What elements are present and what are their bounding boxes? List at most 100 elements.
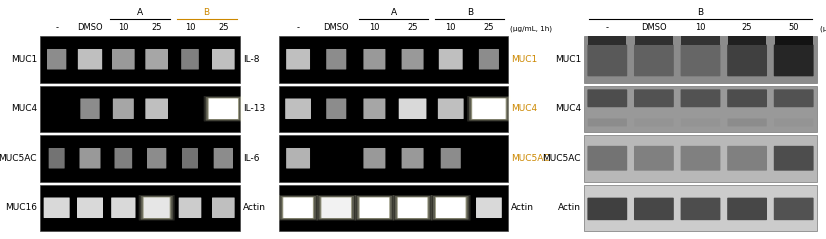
Text: MUC1: MUC1 bbox=[555, 55, 581, 64]
Text: 10: 10 bbox=[695, 23, 705, 32]
FancyBboxPatch shape bbox=[774, 119, 814, 126]
Text: 25: 25 bbox=[407, 23, 418, 32]
Bar bbox=[279, 86, 508, 132]
FancyBboxPatch shape bbox=[115, 148, 132, 168]
Bar bbox=[775, 36, 813, 45]
FancyBboxPatch shape bbox=[396, 197, 429, 218]
Text: -: - bbox=[297, 23, 300, 32]
FancyBboxPatch shape bbox=[398, 197, 427, 218]
Bar bbox=[40, 185, 240, 231]
FancyBboxPatch shape bbox=[278, 195, 318, 221]
FancyBboxPatch shape bbox=[587, 44, 627, 76]
Text: 10: 10 bbox=[369, 23, 380, 32]
Text: (μg/mL, 1h): (μg/mL, 1h) bbox=[510, 26, 552, 32]
FancyBboxPatch shape bbox=[774, 146, 814, 171]
FancyBboxPatch shape bbox=[326, 49, 346, 70]
FancyBboxPatch shape bbox=[681, 146, 720, 171]
Text: -: - bbox=[55, 23, 58, 32]
Text: Actin: Actin bbox=[243, 203, 266, 212]
FancyBboxPatch shape bbox=[181, 49, 199, 70]
FancyBboxPatch shape bbox=[144, 197, 169, 218]
Text: MUC1: MUC1 bbox=[11, 55, 37, 64]
Bar bbox=[40, 135, 240, 181]
FancyBboxPatch shape bbox=[44, 197, 69, 218]
Bar bbox=[588, 36, 626, 45]
FancyBboxPatch shape bbox=[316, 195, 356, 221]
FancyBboxPatch shape bbox=[727, 146, 767, 171]
FancyBboxPatch shape bbox=[587, 146, 627, 171]
Text: MUC1: MUC1 bbox=[511, 55, 537, 64]
Text: 10: 10 bbox=[185, 23, 195, 32]
FancyBboxPatch shape bbox=[469, 97, 509, 120]
FancyBboxPatch shape bbox=[212, 49, 235, 70]
Text: A: A bbox=[391, 8, 396, 17]
FancyBboxPatch shape bbox=[326, 98, 346, 119]
FancyBboxPatch shape bbox=[587, 119, 627, 126]
Text: 25: 25 bbox=[151, 23, 162, 32]
Text: IL-8: IL-8 bbox=[243, 55, 259, 64]
FancyBboxPatch shape bbox=[774, 44, 814, 76]
FancyBboxPatch shape bbox=[395, 196, 430, 219]
FancyBboxPatch shape bbox=[681, 198, 720, 220]
Text: A: A bbox=[137, 8, 143, 17]
FancyBboxPatch shape bbox=[401, 148, 424, 168]
FancyBboxPatch shape bbox=[77, 197, 103, 218]
Text: IL-6: IL-6 bbox=[243, 154, 259, 163]
FancyBboxPatch shape bbox=[112, 197, 135, 218]
Bar bbox=[40, 36, 240, 82]
FancyBboxPatch shape bbox=[78, 49, 102, 70]
FancyBboxPatch shape bbox=[113, 98, 134, 119]
FancyBboxPatch shape bbox=[47, 49, 66, 70]
Bar bbox=[40, 86, 240, 132]
FancyBboxPatch shape bbox=[363, 98, 386, 119]
FancyBboxPatch shape bbox=[206, 97, 241, 120]
Text: Actin: Actin bbox=[558, 203, 581, 212]
FancyBboxPatch shape bbox=[681, 44, 720, 76]
FancyBboxPatch shape bbox=[204, 96, 243, 121]
Bar bbox=[584, 185, 817, 231]
Text: (μg/mL  1h): (μg/mL 1h) bbox=[820, 26, 826, 32]
Bar bbox=[279, 185, 508, 231]
Text: DMSO: DMSO bbox=[77, 23, 102, 32]
FancyBboxPatch shape bbox=[209, 98, 238, 119]
Text: MUC5AC: MUC5AC bbox=[511, 154, 549, 163]
Text: -: - bbox=[605, 23, 609, 32]
FancyBboxPatch shape bbox=[212, 197, 235, 218]
FancyBboxPatch shape bbox=[634, 119, 673, 126]
Text: 50: 50 bbox=[789, 23, 799, 32]
Bar bbox=[584, 86, 817, 132]
Text: 25: 25 bbox=[742, 23, 752, 32]
FancyBboxPatch shape bbox=[728, 119, 767, 126]
Text: MUC4: MUC4 bbox=[555, 104, 581, 113]
FancyBboxPatch shape bbox=[363, 148, 386, 168]
FancyBboxPatch shape bbox=[178, 197, 202, 218]
Text: MUC5AC: MUC5AC bbox=[543, 154, 581, 163]
FancyBboxPatch shape bbox=[634, 89, 674, 107]
Text: 10: 10 bbox=[445, 23, 456, 32]
FancyBboxPatch shape bbox=[354, 195, 394, 221]
FancyBboxPatch shape bbox=[80, 98, 100, 119]
Text: 25: 25 bbox=[218, 23, 229, 32]
FancyBboxPatch shape bbox=[472, 98, 506, 119]
FancyBboxPatch shape bbox=[399, 98, 426, 119]
Bar bbox=[279, 36, 508, 82]
FancyBboxPatch shape bbox=[182, 148, 198, 168]
FancyBboxPatch shape bbox=[587, 89, 627, 107]
FancyBboxPatch shape bbox=[282, 197, 314, 218]
FancyBboxPatch shape bbox=[140, 196, 173, 219]
FancyBboxPatch shape bbox=[441, 148, 461, 168]
Text: B: B bbox=[697, 8, 704, 17]
Text: DMSO: DMSO bbox=[324, 23, 349, 32]
FancyBboxPatch shape bbox=[145, 49, 168, 70]
FancyBboxPatch shape bbox=[393, 195, 432, 221]
FancyBboxPatch shape bbox=[431, 195, 471, 221]
FancyBboxPatch shape bbox=[401, 49, 424, 70]
FancyBboxPatch shape bbox=[587, 198, 627, 220]
FancyBboxPatch shape bbox=[112, 49, 135, 70]
FancyBboxPatch shape bbox=[727, 198, 767, 220]
FancyBboxPatch shape bbox=[681, 89, 720, 107]
FancyBboxPatch shape bbox=[143, 197, 171, 218]
Text: MUC5AC: MUC5AC bbox=[0, 154, 37, 163]
Bar bbox=[584, 135, 817, 181]
FancyBboxPatch shape bbox=[436, 197, 466, 218]
